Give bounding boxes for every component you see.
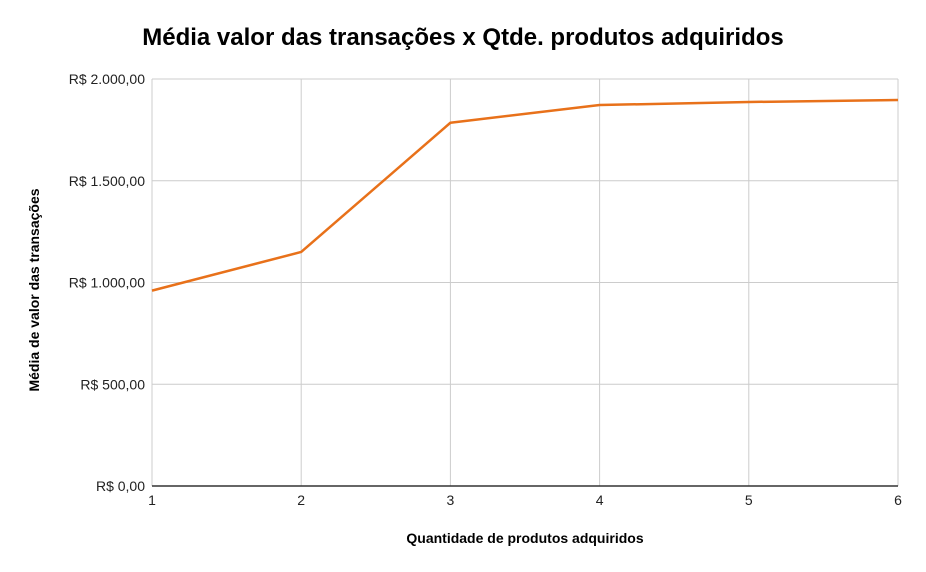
y-axis-title: Média de valor das transações: [26, 188, 42, 391]
y-tick-label: R$ 0,00: [96, 478, 145, 494]
series-layer: [151, 98, 899, 292]
x-tick-label: 3: [447, 492, 455, 508]
series-line: [151, 98, 899, 292]
x-tick-label: 6: [894, 492, 902, 508]
chart-title: Média valor das transações x Qtde. produ…: [142, 24, 784, 51]
x-tick-label: 1: [148, 492, 156, 508]
tick-labels: R$ 0,00 R$ 500,00 R$ 1.000,00 R$ 1.500,00 R$…: [69, 71, 902, 508]
y-tick-label: R$ 1.000,00: [69, 275, 145, 291]
y-tick-label: R$ 1.500,00: [69, 173, 145, 189]
gridlines: [151, 78, 899, 486]
y-tick-label: R$ 2.000,00: [69, 71, 145, 87]
x-tick-label: 2: [297, 492, 305, 508]
x-tick-label: 5: [745, 492, 753, 508]
y-tick-label: R$ 500,00: [80, 376, 145, 392]
x-tick-label: 4: [596, 492, 604, 508]
x-axis-title: Quantidade de produtos adquiridos: [406, 530, 643, 546]
